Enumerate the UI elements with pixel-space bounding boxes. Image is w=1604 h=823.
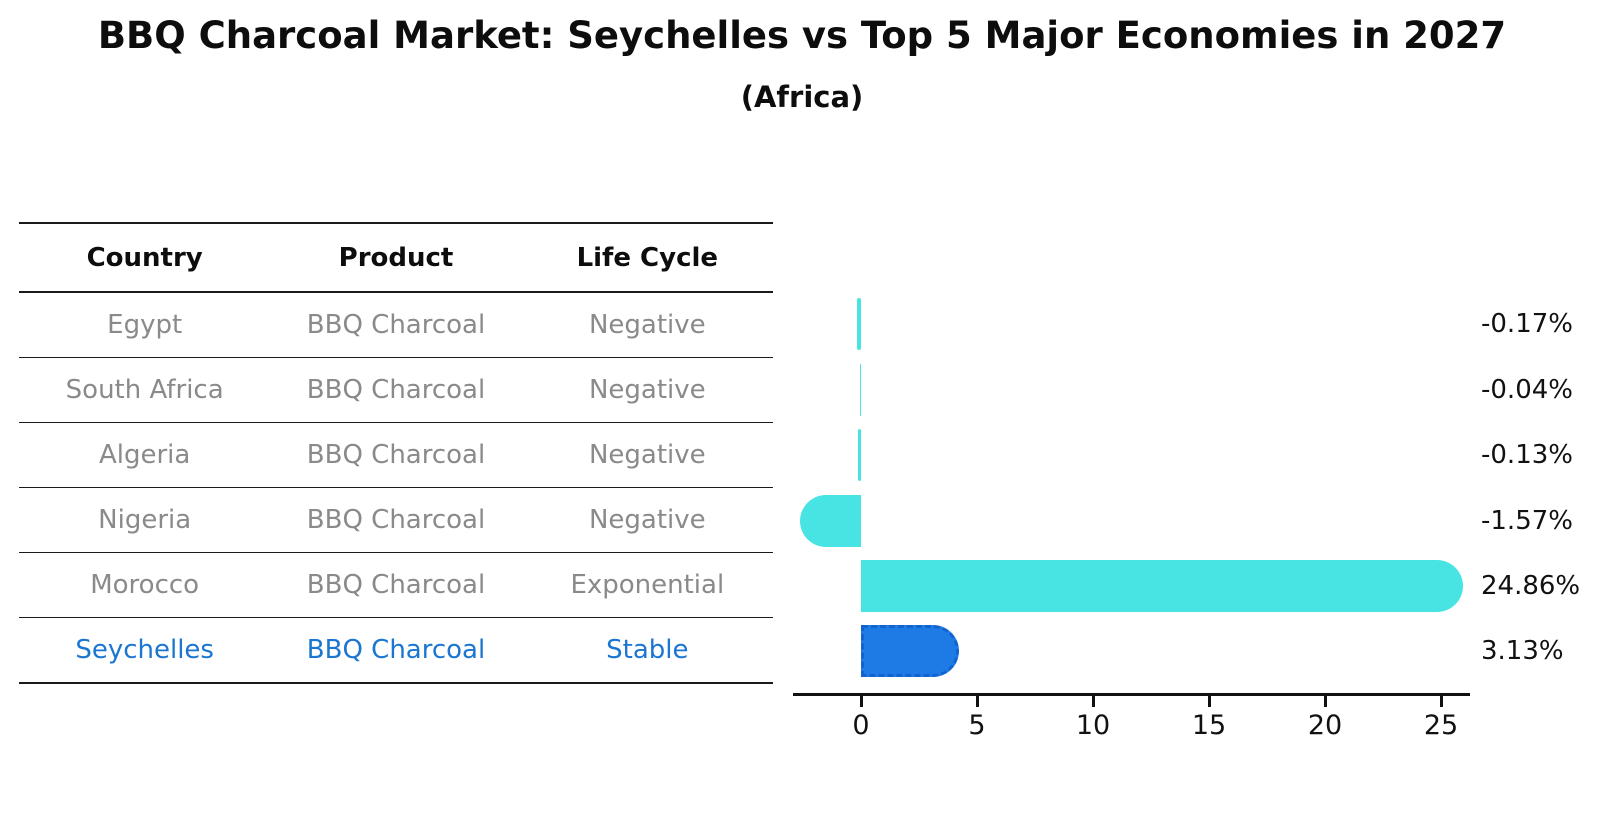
bar-egypt (857, 298, 861, 351)
country-cell: Nigeria (98, 505, 192, 535)
table-row-algeria: Algeria BBQ Charcoal Negative (19, 423, 773, 488)
product-cell: BBQ Charcoal (306, 310, 486, 340)
x-axis-tick-label-20: 20 (1307, 710, 1343, 741)
country-cell: Seychelles (75, 635, 214, 665)
x-axis-line (793, 693, 1470, 696)
table-row-morocco: Morocco BBQ Charcoal Exponential (19, 553, 773, 618)
lifecycle-cell: Negative (588, 440, 706, 470)
lifecycle-cell: Negative (588, 505, 706, 535)
x-axis-tick-label-0: 0 (852, 710, 870, 741)
lifecycle-cell: Exponential (570, 570, 725, 600)
country-cell: Morocco (90, 570, 200, 600)
bar-algeria (857, 429, 861, 482)
lifecycle-cell: Stable (606, 635, 689, 665)
chart-title: BBQ Charcoal Market: Seychelles vs Top 5… (97, 14, 1507, 57)
bar-morocco (861, 559, 1463, 612)
product-cell: BBQ Charcoal (306, 375, 486, 405)
x-axis-tick-15 (1208, 695, 1211, 707)
value-label-morocco: 24.86% (1481, 570, 1581, 601)
country-cell: Algeria (98, 440, 191, 470)
value-label-seychelles: 3.13% (1481, 636, 1564, 667)
bar-south-africa (859, 363, 861, 416)
product-cell: BBQ Charcoal (306, 570, 486, 600)
value-label-south-africa: -0.04% (1481, 374, 1573, 405)
table-row-seychelles: Seychelles BBQ Charcoal Stable (19, 618, 773, 684)
table-header-row: Country Product Life Cycle (19, 224, 773, 293)
x-axis-tick-5 (976, 695, 979, 707)
value-label-egypt: -0.17% (1481, 309, 1573, 340)
countries-table: Country Product Life Cycle Egypt BBQ Char… (19, 222, 773, 684)
x-axis-tick-0 (860, 695, 863, 707)
product-cell: BBQ Charcoal (306, 505, 486, 535)
x-axis-tick-label-15: 15 (1191, 710, 1227, 741)
x-axis-tick-label-10: 10 (1075, 710, 1111, 741)
product-cell: BBQ Charcoal (306, 440, 486, 470)
chart-subtitle: (Africa) (740, 80, 864, 114)
table-body: Egypt BBQ Charcoal Negative South Africa BBQ… (19, 293, 773, 684)
column-header-product: Product (338, 242, 454, 273)
table-row-south-africa: South Africa BBQ Charcoal Negative (19, 358, 773, 423)
column-header-lifecycle: Life Cycle (576, 242, 719, 273)
bar-seychelles (861, 625, 959, 678)
country-cell: Egypt (107, 310, 183, 340)
value-label-algeria: -0.13% (1481, 440, 1573, 471)
lifecycle-cell: Negative (588, 375, 706, 405)
x-axis-tick-label-25: 25 (1423, 710, 1459, 741)
table-row-egypt: Egypt BBQ Charcoal Negative (19, 293, 773, 358)
x-axis-tick-25 (1440, 695, 1443, 707)
column-header-country: Country (86, 242, 203, 273)
lifecycle-cell: Negative (588, 310, 706, 340)
product-cell: BBQ Charcoal (306, 635, 486, 665)
x-axis-tick-20 (1324, 695, 1327, 707)
value-label-nigeria: -1.57% (1481, 505, 1573, 536)
country-cell: South Africa (65, 375, 224, 405)
x-axis-tick-label-5: 5 (968, 710, 986, 741)
bar-nigeria (799, 494, 861, 547)
x-axis-tick-10 (1092, 695, 1095, 707)
table-row-nigeria: Nigeria BBQ Charcoal Negative (19, 488, 773, 553)
